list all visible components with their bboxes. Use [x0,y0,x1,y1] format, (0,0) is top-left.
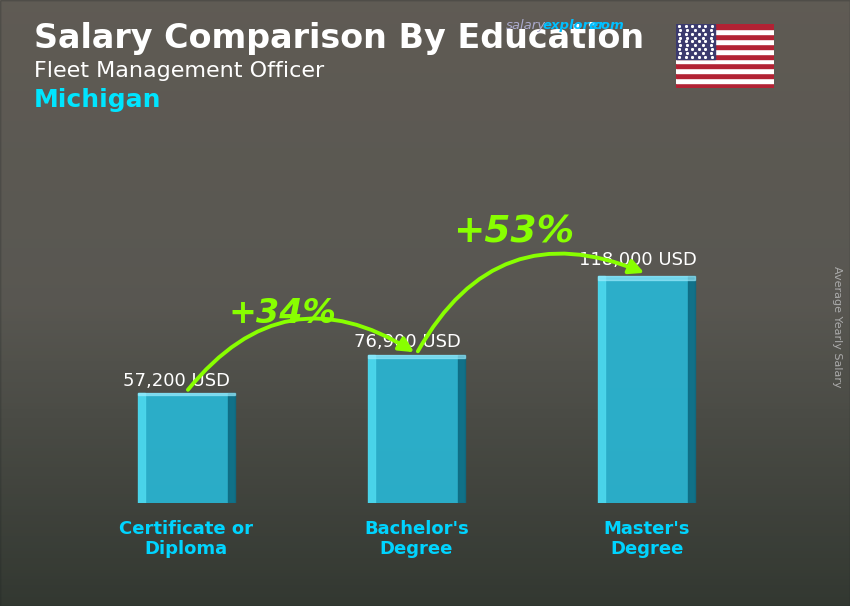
Bar [688,276,695,503]
Bar [676,29,774,34]
Bar [368,355,375,503]
Bar [458,355,465,503]
Bar [676,73,774,78]
Text: Salary Comparison By Education: Salary Comparison By Education [34,22,644,55]
Bar [676,24,774,29]
Bar [676,68,774,73]
Text: +53%: +53% [452,214,574,250]
Bar [676,39,774,44]
Text: 76,900 USD: 76,900 USD [354,333,461,351]
Bar [676,78,774,83]
Bar [676,44,774,48]
Bar [676,53,774,59]
Bar [598,276,695,503]
Bar [228,393,235,503]
Bar [676,64,774,68]
Bar [138,393,235,395]
Bar [368,355,465,503]
Bar [138,393,145,503]
Text: 57,200 USD: 57,200 USD [123,371,230,390]
Bar [676,59,774,64]
Text: Michigan: Michigan [34,88,162,112]
Bar [598,276,695,281]
Bar [598,276,605,503]
Text: explorer: explorer [542,19,605,32]
Text: Fleet Management Officer: Fleet Management Officer [34,61,324,81]
Bar [138,393,235,503]
Text: Average Yearly Salary: Average Yearly Salary [832,267,842,388]
Text: .com: .com [588,19,624,32]
Bar [368,355,465,358]
Text: +34%: +34% [229,297,337,330]
Bar [676,83,774,88]
Bar [676,24,715,59]
Bar [676,34,774,39]
Bar [676,48,774,53]
Text: salary: salary [506,19,546,32]
Text: 118,000 USD: 118,000 USD [579,251,696,270]
